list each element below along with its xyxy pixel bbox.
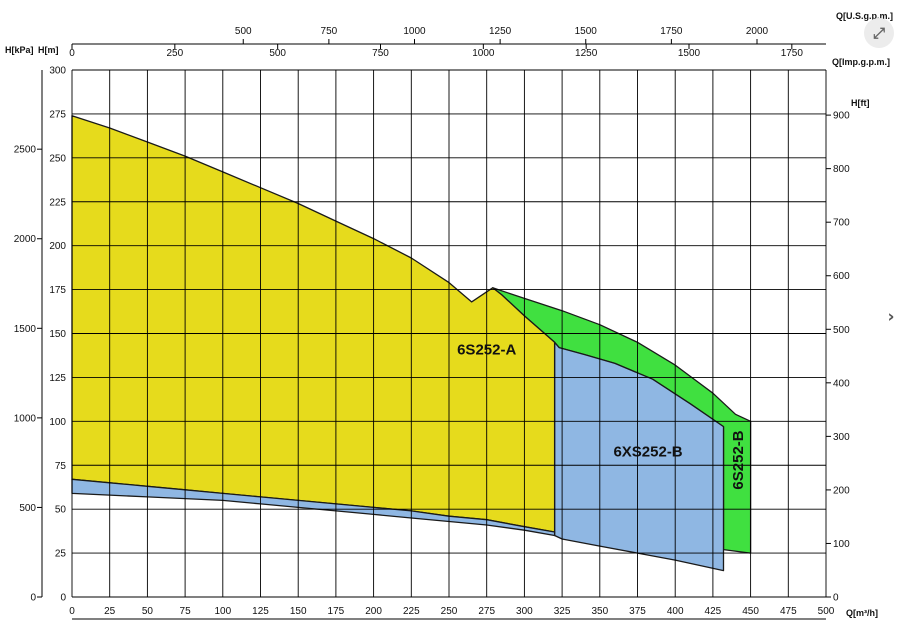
imp-tick-label-250: 250	[166, 48, 183, 59]
y-tick-label-300: 300	[49, 66, 66, 77]
y-tick-label-175: 175	[49, 285, 66, 296]
y-tick-label-250: 250	[49, 153, 66, 164]
ft-tick-label-500: 500	[833, 325, 850, 336]
ft-tick-label-100: 100	[833, 539, 850, 550]
ft-tick-label-700: 700	[833, 218, 850, 229]
imp-tick-label-0: 0	[69, 48, 75, 59]
region-lower-band-3	[71, 478, 556, 537]
kpa-tick-label-2500: 2500	[14, 145, 37, 156]
x-tick-label-0: 0	[69, 606, 75, 617]
us-tick-label-1000: 1000	[403, 26, 426, 37]
x-tick-label-25: 25	[104, 606, 116, 617]
us-tick-label-500: 500	[235, 26, 252, 37]
ft-tick-label-300: 300	[833, 432, 850, 443]
us-tick-label-2000: 2000	[746, 26, 769, 37]
kpa-tick-label-0: 0	[30, 593, 36, 604]
ft-tick-label-0: 0	[833, 593, 839, 604]
region-label-6s252-a: 6S252-A	[457, 342, 516, 359]
kpa-axis-title: H[kPa]	[5, 45, 34, 55]
x-tick-label-75: 75	[180, 606, 192, 617]
x-tick-label-275: 275	[478, 606, 495, 617]
ticks-layer: 0 25 50 75 100 125 150 175 200 225 250 275 300 325 350…	[14, 26, 850, 617]
ft-axis-title: H[ft]	[851, 98, 870, 108]
imp-tick-label-1750: 1750	[781, 48, 804, 59]
imp-tick-label-1000: 1000	[472, 48, 495, 59]
ft-tick-label-600: 600	[833, 271, 850, 282]
y-tick-label-25: 25	[55, 549, 67, 560]
region-label-6s252-b: 6S252-B	[730, 430, 747, 489]
us-gpm-axis-title: Q[U.S.g.p.m.]	[836, 11, 893, 21]
imp-tick-label-750: 750	[372, 48, 389, 59]
x-tick-label-400: 400	[667, 606, 684, 617]
us-tick-label-750: 750	[321, 26, 338, 37]
y-tick-label-50: 50	[55, 505, 67, 516]
y-tick-label-125: 125	[49, 373, 66, 384]
labels-layer: 6S252-B 6XS252-B 6S252-A	[457, 342, 747, 490]
x-tick-label-125: 125	[252, 606, 269, 617]
kpa-tick-label-500: 500	[19, 503, 36, 514]
next-arrow-icon[interactable]: ›	[887, 307, 895, 327]
x-tick-label-200: 200	[365, 606, 382, 617]
ft-tick-label-400: 400	[833, 378, 850, 389]
x-tick-label-475: 475	[780, 606, 797, 617]
y-tick-label-200: 200	[49, 241, 66, 252]
imp-tick-label-1250: 1250	[575, 48, 598, 59]
axes-layer	[41, 43, 826, 620]
region-label-6xs252-b: 6XS252-B	[613, 443, 682, 460]
us-tick-label-1750: 1750	[660, 26, 683, 37]
x-tick-label-500: 500	[818, 606, 835, 617]
x-tick-label-100: 100	[214, 606, 231, 617]
ft-tick-label-800: 800	[833, 164, 850, 175]
x-tick-label-325: 325	[554, 606, 571, 617]
x-tick-label-300: 300	[516, 606, 533, 617]
ft-tick-label-900: 900	[833, 111, 850, 122]
x-tick-label-425: 425	[705, 606, 722, 617]
x-axis-title: Q[m³/h]	[846, 608, 878, 618]
m-axis-title: H[m]	[38, 45, 59, 55]
x-tick-label-350: 350	[591, 606, 608, 617]
x-tick-label-150: 150	[290, 606, 307, 617]
us-tick-label-1250: 1250	[489, 26, 512, 37]
kpa-tick-label-2000: 2000	[14, 234, 37, 245]
x-tick-label-375: 375	[629, 606, 646, 617]
imp-tick-label-500: 500	[269, 48, 286, 59]
ft-tick-label-200: 200	[833, 485, 850, 496]
region-6xs252-b	[553, 341, 725, 572]
expand-icon[interactable]: ⤢	[864, 18, 894, 48]
kpa-tick-label-1500: 1500	[14, 324, 37, 335]
x-tick-label-50: 50	[142, 606, 154, 617]
imp-tick-label-1500: 1500	[678, 48, 701, 59]
y-tick-label-275: 275	[49, 109, 66, 120]
x-tick-label-175: 175	[328, 606, 345, 617]
us-tick-label-1500: 1500	[575, 26, 598, 37]
y-tick-label-225: 225	[49, 197, 66, 208]
y-tick-label-100: 100	[49, 417, 66, 428]
y-tick-label-0: 0	[60, 593, 66, 604]
y-tick-label-150: 150	[49, 329, 66, 340]
x-tick-label-450: 450	[742, 606, 759, 617]
kpa-tick-label-1000: 1000	[14, 413, 37, 424]
y-tick-label-75: 75	[55, 461, 67, 472]
grid-layer	[71, 69, 827, 598]
imp-gpm-axis-title: Q[Imp.g.p.m.]	[832, 57, 890, 67]
x-tick-label-225: 225	[403, 606, 420, 617]
x-tick-label-250: 250	[441, 606, 458, 617]
regions-layer	[71, 115, 752, 572]
